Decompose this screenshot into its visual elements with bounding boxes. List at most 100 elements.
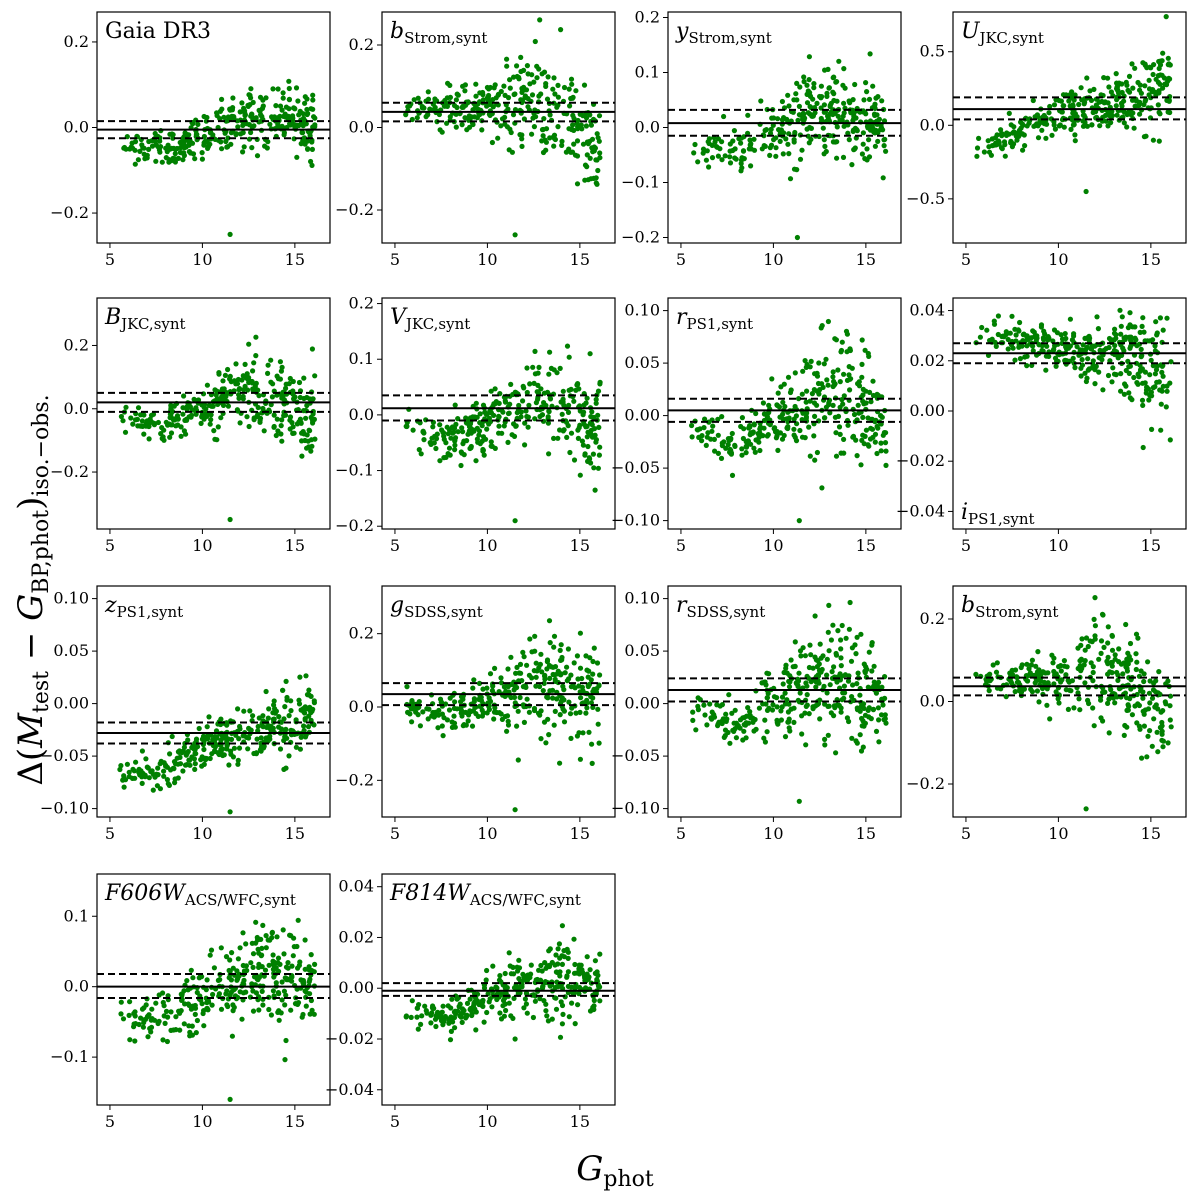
data-point [827, 103, 833, 110]
panel-title-main: B [104, 305, 121, 330]
data-point [1092, 381, 1098, 387]
data-point [425, 96, 432, 102]
data-point [829, 675, 836, 681]
data-point [287, 122, 294, 128]
data-point [297, 416, 303, 422]
data-point [1077, 707, 1083, 713]
data-point [585, 674, 591, 680]
data-point [883, 720, 889, 726]
data-point [1109, 632, 1115, 639]
data-point [260, 1002, 266, 1008]
data-point [1125, 87, 1131, 93]
data-point [560, 1011, 566, 1018]
data-point [405, 104, 411, 110]
data-point [1126, 334, 1132, 340]
data-point [439, 723, 445, 729]
data-point [817, 641, 823, 647]
data-point [567, 103, 573, 109]
data-point [589, 136, 596, 142]
data-point [1141, 723, 1147, 729]
data-point [299, 1014, 305, 1020]
data-point [559, 696, 565, 702]
data-point [268, 357, 274, 363]
data-point [189, 1032, 195, 1038]
data-point [181, 393, 187, 399]
data-point [781, 669, 787, 676]
data-point [878, 440, 884, 446]
data-point [507, 85, 513, 91]
data-point [297, 674, 303, 680]
data-point [455, 1008, 461, 1014]
y-tick-label: 0.02 [909, 351, 945, 370]
data-point [145, 1034, 151, 1040]
x-tick-label: 10 [1048, 250, 1068, 269]
data-point [791, 139, 797, 145]
data-point [151, 420, 157, 426]
data-point [480, 447, 486, 453]
data-point [553, 952, 559, 958]
data-point [582, 975, 588, 981]
data-point [870, 392, 877, 399]
data-point [283, 765, 289, 771]
data-point [1139, 397, 1146, 403]
data-point [484, 967, 490, 974]
data-point [1079, 357, 1085, 363]
data-point [180, 157, 186, 163]
data-point [866, 443, 872, 449]
data-point [1056, 123, 1062, 129]
data-point [281, 951, 287, 957]
panel-title-sub: ACS/WFC,synt [184, 891, 296, 909]
data-point [246, 341, 252, 347]
data-point [414, 115, 420, 121]
data-point [769, 707, 776, 713]
data-point [568, 76, 575, 82]
data-point [1084, 75, 1090, 81]
data-point [567, 711, 574, 717]
data-point [824, 377, 830, 383]
data-point [791, 719, 797, 726]
data-point [155, 419, 161, 426]
data-point [492, 665, 498, 672]
data-point [496, 689, 502, 695]
data-point [531, 124, 538, 130]
data-point [286, 78, 292, 84]
data-point [445, 1003, 451, 1009]
data-point [170, 135, 176, 141]
data-point [1145, 659, 1151, 665]
x-tick-label: 5 [676, 536, 686, 555]
data-point [1016, 679, 1022, 686]
data-point [574, 153, 581, 159]
data-point [721, 734, 727, 741]
data-point [1133, 631, 1140, 637]
data-point [1155, 79, 1161, 85]
data-point [236, 392, 242, 398]
data-point [1151, 680, 1157, 686]
data-point [132, 1038, 138, 1044]
data-point [480, 97, 486, 103]
data-point [589, 409, 595, 415]
data-point [1154, 332, 1160, 338]
data-point [277, 103, 284, 109]
data-point [861, 97, 867, 103]
data-point [220, 402, 227, 408]
data-point [192, 740, 198, 747]
data-point [1124, 695, 1130, 701]
data-point [590, 671, 596, 677]
data-point [1161, 75, 1167, 81]
data-point [507, 77, 513, 83]
data-point [1149, 695, 1156, 701]
data-point [1124, 124, 1130, 130]
data-point [824, 672, 830, 678]
data-point [553, 995, 559, 1001]
data-point [1158, 427, 1164, 433]
data-point [569, 705, 575, 711]
data-point [310, 92, 316, 98]
data-point [595, 706, 601, 712]
data-point [873, 95, 879, 101]
data-point [806, 664, 813, 671]
data-point [1066, 679, 1072, 685]
panel-title-main: U [961, 19, 981, 44]
data-point [506, 950, 512, 956]
data-point [1109, 113, 1115, 119]
data-point [1117, 307, 1123, 313]
